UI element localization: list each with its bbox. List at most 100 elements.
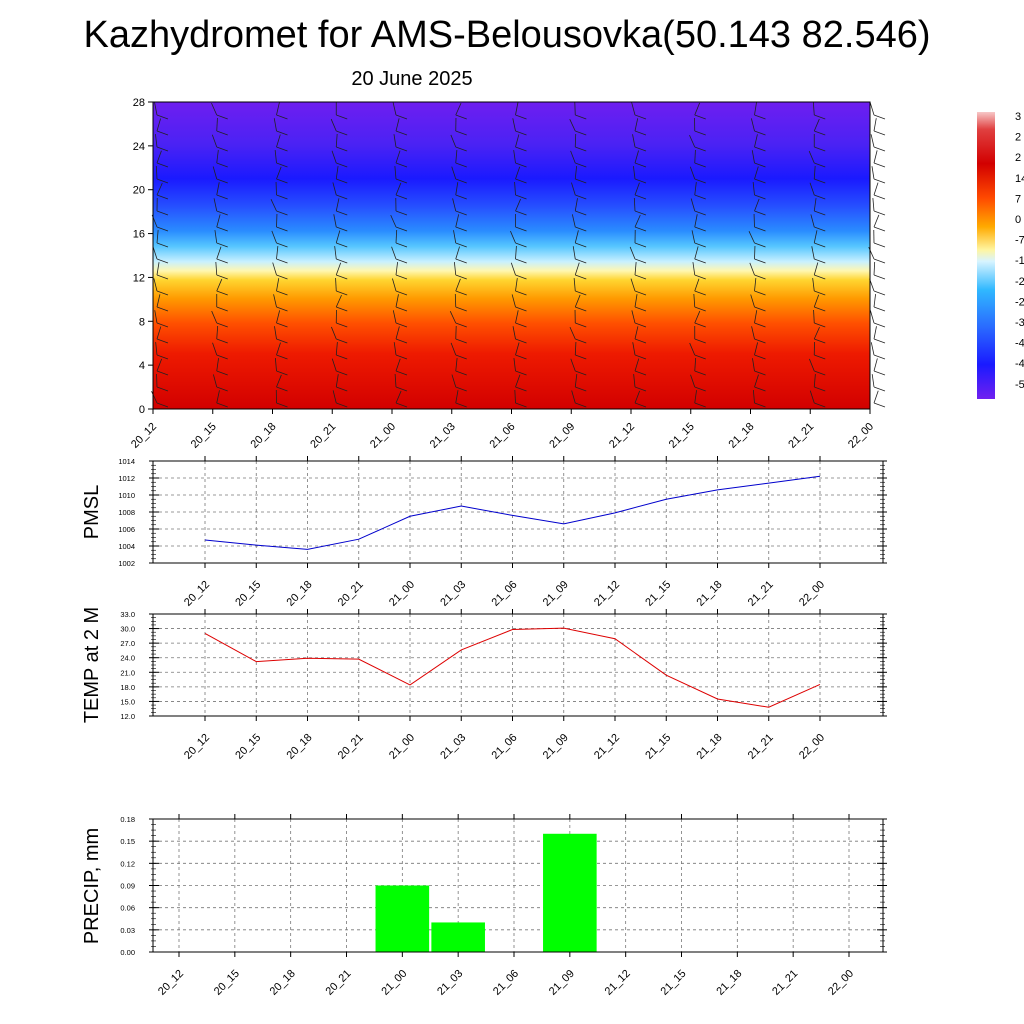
wind-barb-staff <box>694 310 701 324</box>
wind-barb-staff <box>335 277 337 292</box>
p4-y-tick-label: 0.00 <box>120 948 135 957</box>
heatmap-y-tick-label: 8 <box>139 316 145 328</box>
wind-barb-staff <box>330 118 337 132</box>
heatmap-y-tick-label: 24 <box>133 141 145 153</box>
wind-barb-staff <box>333 214 337 228</box>
wind-barb-staff <box>334 246 337 260</box>
p3-x-tick-label: 20_21 <box>336 732 366 762</box>
wind-barb-flag <box>694 178 706 184</box>
heatmap-x-tick-label: 21_03 <box>428 421 458 451</box>
wind-barb-flag <box>336 354 348 360</box>
wind-barb-staff <box>569 119 576 132</box>
wind-barb-flag <box>515 210 527 216</box>
wind-barb-flag <box>754 178 766 184</box>
wind-barb-flag <box>754 274 766 280</box>
p3-y-tick-label: 24.0 <box>120 654 135 663</box>
wind-barb-staff <box>272 262 277 276</box>
wind-barb-flag <box>575 290 587 296</box>
wind-barb-staff <box>812 102 815 116</box>
wind-barb-flag <box>515 114 527 120</box>
wind-barb-staff <box>634 294 638 308</box>
wind-barb-staff <box>395 229 398 244</box>
wind-barb-staff <box>156 230 159 244</box>
wind-barb-staff <box>335 262 342 276</box>
wind-barb-staff <box>632 342 636 356</box>
wind-barb-flag <box>156 242 169 248</box>
p3-x-tick-label: 21_09 <box>541 732 571 762</box>
wind-barb-flag <box>754 370 766 376</box>
p2-y-tick-label: 1006 <box>118 525 135 534</box>
heatmap-x-tick-label: 21_06 <box>488 421 518 451</box>
wind-barb-flag <box>694 258 706 264</box>
wind-barb-flag <box>634 386 647 392</box>
wind-barb-staff <box>749 262 755 276</box>
wind-barb-staff <box>449 311 457 324</box>
wind-barb-staff <box>273 118 277 132</box>
wind-barb-staff <box>455 150 458 164</box>
wind-barb-staff <box>811 246 815 260</box>
wind-barb-staff <box>693 294 696 308</box>
wind-barb-flag <box>814 354 826 360</box>
wind-barb-staff <box>574 198 578 212</box>
wind-barb-staff <box>752 390 755 404</box>
wind-barb-staff <box>395 150 401 164</box>
wind-barb-flag <box>814 306 826 312</box>
wind-barb-staff <box>276 310 281 324</box>
wind-barb-staff <box>335 294 342 308</box>
heatmap-x-tick-label: 22_00 <box>846 421 876 451</box>
wind-barb-staff <box>156 326 162 340</box>
wind-barb-flag <box>575 338 587 344</box>
colorbar: 3 2 2 14 7 0 -7 -1 -2 -2 -3 -4 -4 -5 <box>977 111 1024 399</box>
wind-barb-flag <box>515 306 527 312</box>
wind-barb-staff <box>751 150 755 164</box>
colorbar-label: -5 <box>1015 379 1024 391</box>
wind-barb-staff <box>752 358 755 372</box>
wind-barb-flag <box>276 242 288 248</box>
wind-barb-flag <box>515 402 527 408</box>
wind-barb-flag <box>754 402 766 408</box>
wind-barb-flag <box>575 370 587 376</box>
wind-barb-flag <box>216 386 228 392</box>
wind-barb-flag <box>156 338 169 344</box>
wind-barb-flag <box>156 178 169 184</box>
wind-barb-flag <box>276 258 288 264</box>
wind-barb-flag <box>276 354 288 360</box>
wind-barb-flag <box>873 226 886 232</box>
p2-x-tick-label: 20_12 <box>182 579 212 609</box>
wind-barb-staff <box>873 118 877 132</box>
wind-barb-flag <box>395 370 408 376</box>
wind-barb-staff <box>155 134 158 148</box>
wind-barb-staff <box>216 117 218 132</box>
wind-barb-staff <box>694 182 697 196</box>
p3-y-tick-label: 27.0 <box>120 639 135 648</box>
wind-barb-flag <box>276 178 288 184</box>
p3-x-tick-label: 21_21 <box>746 732 776 762</box>
wind-barb-staff <box>694 149 696 164</box>
wind-barb-flag <box>575 274 587 280</box>
wind-barb-flag <box>336 210 348 216</box>
wind-barb-staff <box>634 214 641 228</box>
wind-barb-flag <box>336 386 348 392</box>
wind-barb-flag <box>216 402 228 408</box>
wind-barb-flag <box>216 338 228 344</box>
wind-barb-flag <box>873 114 886 120</box>
colorbar-labels: 3 2 2 14 7 0 -7 -1 -2 -2 -3 -4 -4 -5 <box>1015 111 1024 391</box>
wind-barb-staff <box>153 278 158 292</box>
pmsl-y-label: PMSL <box>81 485 103 539</box>
wind-barb-flag <box>754 162 766 168</box>
wind-barb-staff <box>809 390 815 404</box>
wind-barb-flag <box>634 370 647 376</box>
p4-x-tick-label: 21_21 <box>770 968 800 998</box>
wind-barb-flag <box>276 338 288 344</box>
wind-barb-staff <box>809 358 815 372</box>
wind-barb-staff <box>694 278 700 292</box>
wind-barb-flag <box>575 146 587 152</box>
p3-x-tick-label: 21_00 <box>387 732 417 762</box>
wind-barb-staff <box>754 342 759 356</box>
wind-barb-staff <box>391 246 397 260</box>
wind-barb-flag <box>216 290 228 296</box>
wind-barb-flag <box>276 290 288 296</box>
colorbar-label: -1 <box>1015 255 1024 267</box>
wind-barb-flag <box>336 178 348 184</box>
